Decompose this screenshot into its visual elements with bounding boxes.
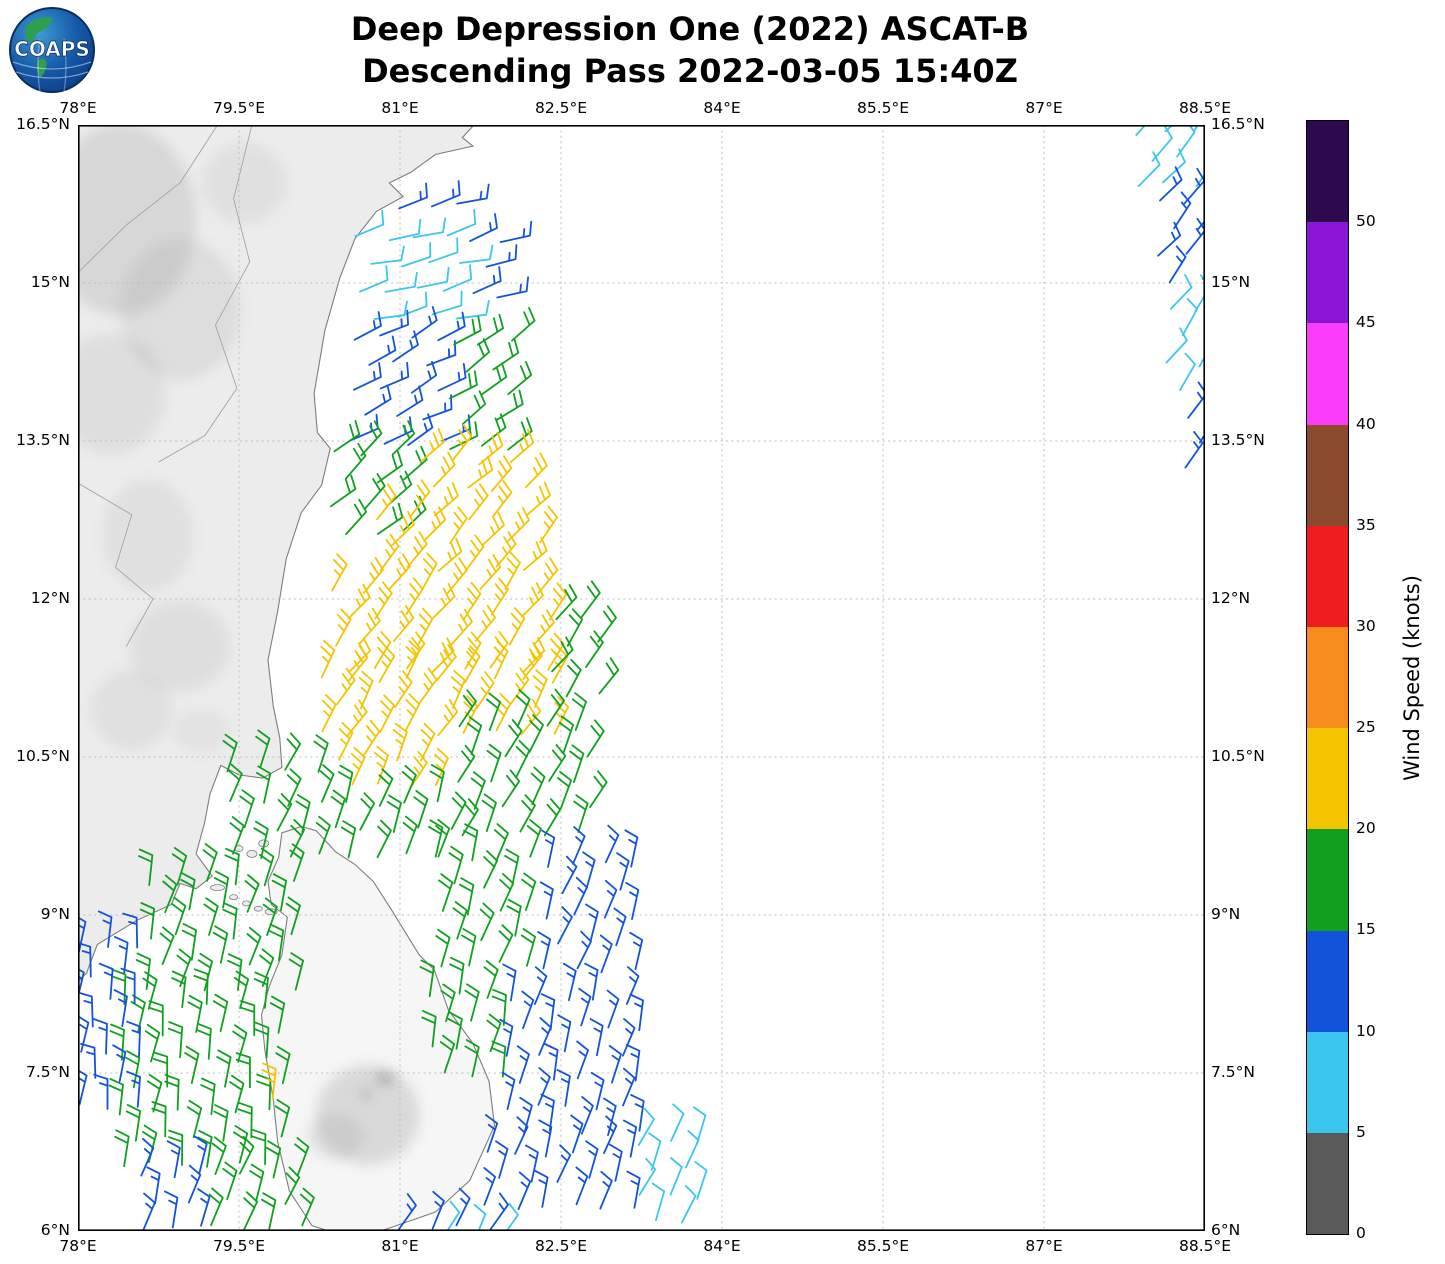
y-axis-tick-label-left: 9°N	[40, 905, 70, 923]
y-axis-tick-label-left: 7.5°N	[26, 1063, 70, 1081]
x-axis-tick-label-bottom: 85.5°E	[856, 1237, 910, 1255]
y-axis-tick-label-left: 13.5°N	[16, 431, 70, 449]
x-axis-tick-label-bottom: 81°E	[381, 1237, 419, 1255]
landmass-layer	[78, 125, 496, 1231]
state-boundary	[158, 125, 253, 463]
colorbar-tick-label: 15	[1356, 920, 1376, 939]
x-axis-tick-label-top: 85.5°E	[856, 99, 910, 117]
colorbar-tick-label: 50	[1356, 212, 1376, 231]
x-axis-tick-label-top: 88.5°E	[1178, 99, 1232, 117]
plot-frame	[78, 125, 1205, 1231]
colorbar-segment-25-30kt	[1307, 626, 1348, 729]
colorbar-axis-label: Wind Speed (knots)	[1400, 575, 1424, 781]
colorbar-tick-label: 45	[1356, 313, 1376, 332]
y-axis-tick-label-right: 9°N	[1211, 905, 1241, 923]
x-axis-tick-label-bottom: 87°E	[1025, 1237, 1063, 1255]
x-axis-tick-label-top: 81°E	[381, 99, 419, 117]
x-axis-tick-label-top: 84°E	[703, 99, 741, 117]
map-plot	[78, 125, 1205, 1231]
wind-speed-colorbar	[1306, 120, 1349, 1235]
colorbar-tick-label: 25	[1356, 718, 1376, 737]
x-axis-tick-label-bottom: 84°E	[703, 1237, 741, 1255]
colorbar-segment-10-15kt	[1307, 930, 1348, 1032]
x-axis-tick-label-bottom: 79.5°E	[212, 1237, 266, 1255]
colorbar-segment-40-45kt	[1307, 323, 1348, 425]
y-axis-tick-label-right: 13.5°N	[1211, 431, 1265, 449]
x-axis-tick-label-bottom: 78°E	[59, 1237, 97, 1255]
title-line2: Descending Pass 2022-03-05 15:40Z	[362, 52, 1018, 91]
y-axis-tick-label-right: 6°N	[1211, 1221, 1241, 1239]
colorbar-tick-label: 20	[1356, 819, 1376, 838]
y-axis-tick-label-left: 16.5°N	[16, 115, 70, 133]
y-axis-tick-label-left: 15°N	[30, 273, 70, 291]
x-axis-tick-label-top: 78°E	[59, 99, 97, 117]
grid-lines	[78, 125, 1205, 1231]
x-axis-tick-label-top: 82.5°E	[534, 99, 588, 117]
colorbar-tick-label: 40	[1356, 414, 1376, 433]
colorbar-tick-label: 10	[1356, 1021, 1376, 1040]
state-boundary	[78, 482, 154, 647]
state-boundary	[78, 125, 218, 273]
title-line1: Deep Depression One (2022) ASCAT-B	[350, 10, 1030, 48]
wind-barbs-layer	[78, 125, 1205, 1231]
colorbar-segment-20-25kt	[1307, 728, 1348, 830]
y-axis-tick-label-right: 10.5°N	[1211, 747, 1265, 765]
colorbar-segment-15-20kt	[1307, 829, 1348, 931]
colorbar-tick-label: 0	[1356, 1224, 1366, 1242]
colorbar-segment-45-50kt	[1307, 222, 1348, 324]
x-axis-tick-label-bottom: 88.5°E	[1178, 1237, 1232, 1255]
colorbar-tick-label: 5	[1356, 1122, 1366, 1141]
x-axis-tick-label-top: 79.5°E	[212, 99, 266, 117]
y-axis-tick-label-left: 10.5°N	[16, 747, 70, 765]
island	[229, 894, 239, 900]
y-axis-tick-label-right: 7.5°N	[1211, 1063, 1255, 1081]
colorbar-segment-35-40kt	[1307, 424, 1348, 526]
y-axis-tick-label-right: 15°N	[1211, 273, 1251, 291]
colorbar-tick-label: 30	[1356, 616, 1376, 635]
coaps-globe-icon: COAPS	[9, 7, 95, 93]
colorbar-tick-label: 35	[1356, 515, 1376, 534]
x-axis-tick-label-bottom: 82.5°E	[534, 1237, 588, 1255]
y-axis-tick-label-right: 12°N	[1211, 589, 1251, 607]
island	[210, 884, 225, 891]
terrain-shading	[78, 125, 420, 1166]
coaps-logo: COAPS	[8, 6, 96, 94]
colorbar-segment-5-10kt	[1307, 1031, 1348, 1133]
y-axis-tick-label-left: 6°N	[40, 1221, 70, 1239]
island	[253, 905, 263, 912]
colorbar-segment-0-5kt	[1307, 1132, 1348, 1235]
y-axis-tick-label-right: 16.5°N	[1211, 115, 1265, 133]
coaps-logo-text: COAPS	[14, 37, 90, 61]
y-axis-tick-label-left: 12°N	[30, 589, 70, 607]
colorbar-segment-30-35kt	[1307, 525, 1348, 627]
island	[246, 850, 258, 858]
plot-title: Deep Depression One (2022) ASCAT-B Desce…	[160, 8, 1220, 92]
colorbar-segment-50-55kt	[1307, 121, 1348, 223]
x-axis-tick-label-top: 87°E	[1025, 99, 1063, 117]
